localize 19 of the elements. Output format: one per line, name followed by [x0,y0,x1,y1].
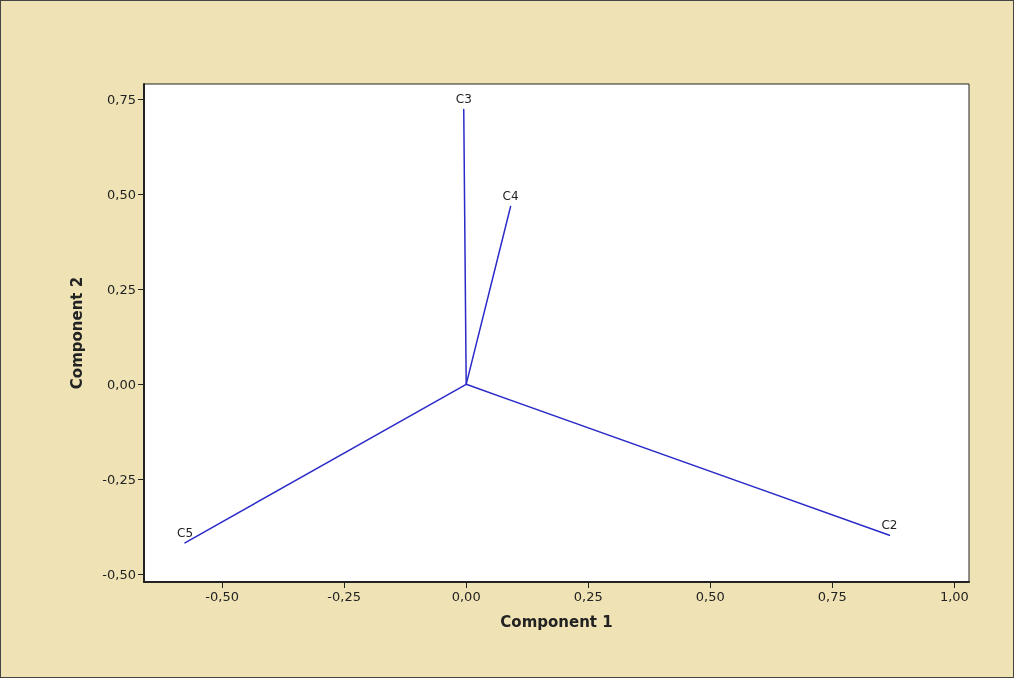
y-tick-label: 0,00 [107,376,136,392]
y-tick-label: 0,75 [107,91,136,107]
x-tick-label: 0,00 [451,589,481,604]
y-tick-label: -0,25 [102,471,136,487]
y-tick-label: -0,50 [102,566,136,582]
series-label: C2 [881,518,898,533]
y-tick-label: 0,50 [107,186,136,202]
x-tick-label: -0,50 [205,589,239,604]
x-axis-title: Component 1 [500,612,613,631]
y-axis-title: Component 2 [67,276,86,390]
x-tick-label: -0,25 [327,589,361,604]
series-label: C4 [502,189,519,204]
x-tick-label: 0,25 [573,589,603,604]
series-label: C5 [177,525,194,540]
y-tick-label: 0,25 [107,281,136,297]
series-label: C3 [455,92,472,107]
x-tick-label: 0,50 [695,589,725,604]
x-tick-label: 0,75 [817,589,847,604]
x-tick-label: 1,00 [939,589,969,604]
